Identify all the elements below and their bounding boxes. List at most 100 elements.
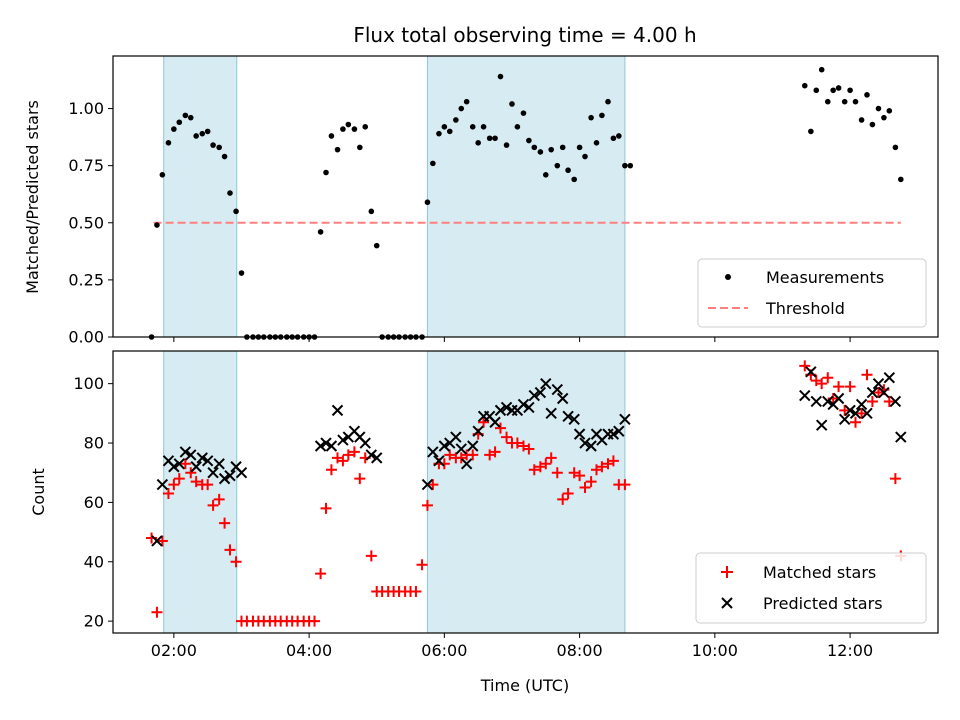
predicted-star-point <box>218 472 231 485</box>
predicted-star-point <box>562 410 574 423</box>
measurement-point <box>565 167 571 174</box>
predicted-star-point <box>421 478 434 491</box>
observing-window-band <box>426 350 626 634</box>
measurement-point <box>458 105 465 112</box>
ratio-panel: 0.00 0.25 0.50 0.75 1.00 Matched/Predicted s… <box>23 55 939 347</box>
measurement-point <box>898 176 904 183</box>
predicted-star-point <box>433 455 445 467</box>
matched-star-point <box>861 369 873 381</box>
predicted-star-point <box>207 466 219 479</box>
predicted-star-point <box>613 425 625 437</box>
matched-star-point <box>833 381 845 393</box>
matched-star-point <box>523 443 535 455</box>
predicted-star-point <box>427 446 439 458</box>
matched-star-point <box>619 479 631 491</box>
matched-star-point <box>489 446 501 458</box>
measurement-point <box>373 242 380 249</box>
matched-star-point <box>551 467 563 479</box>
matched-star-point <box>883 395 895 407</box>
measurement-point <box>599 112 605 119</box>
measurement-point <box>193 133 199 139</box>
measurement-point <box>233 208 239 215</box>
matched-star-point <box>342 449 354 461</box>
measurement-point <box>509 101 515 107</box>
predicted-star-point <box>173 458 185 470</box>
measurement-point <box>357 144 363 151</box>
measurement-point <box>323 169 329 176</box>
matched-legend-label: Matched stars <box>763 563 876 582</box>
y-tick-label: 0.25 <box>68 270 104 289</box>
matched-star-point <box>224 544 236 556</box>
predicted-star-point <box>540 377 552 390</box>
matched-star-point <box>416 559 428 571</box>
predicted-star-point <box>359 437 371 449</box>
predicted-star-point <box>579 437 591 449</box>
matched-star-point <box>320 502 332 514</box>
matched-star-point <box>866 395 878 407</box>
matched-star-point <box>856 407 868 419</box>
measurement-point <box>436 130 442 137</box>
measurement-point <box>801 82 808 89</box>
matched-star-point <box>185 467 197 479</box>
predicted-star-point <box>185 449 197 461</box>
measurement-point <box>526 137 532 144</box>
matched-star-point <box>889 473 901 485</box>
measurement-point <box>497 73 504 80</box>
measurement-point <box>869 121 876 128</box>
predicted-star-point <box>861 407 873 420</box>
count-plot-frame <box>112 350 939 634</box>
measurement-point <box>453 117 459 123</box>
measurement-point <box>340 126 346 132</box>
measurements-legend-marker <box>725 274 731 280</box>
measurement-point <box>171 126 177 132</box>
measurement-point <box>368 208 375 215</box>
predicted-star-point <box>320 437 332 449</box>
predicted-star-point <box>494 404 507 417</box>
predicted-star-point <box>500 401 513 414</box>
predicted-star-point <box>213 458 225 470</box>
measurement-point <box>808 128 814 135</box>
measurement-point <box>537 149 544 155</box>
matched-star-point <box>309 615 321 627</box>
matched-star-point <box>190 476 202 488</box>
matched-star-points <box>146 360 907 627</box>
matched-star-point <box>168 479 180 491</box>
matched-star-point <box>839 404 851 416</box>
measurement-point <box>605 98 611 105</box>
x-tick-label: 08:00 <box>557 641 603 660</box>
observing-window-band <box>426 55 626 338</box>
measurement-point <box>492 135 498 142</box>
predicted-star-point <box>331 404 344 417</box>
measurement-point <box>514 124 521 130</box>
measurement-point <box>610 135 617 142</box>
measurement-point <box>835 85 842 91</box>
measurement-point <box>520 110 527 116</box>
matched-star-point <box>230 556 242 568</box>
matched-star-point <box>315 568 327 580</box>
predicted-star-point <box>196 452 208 464</box>
matched-star-point <box>348 446 360 458</box>
matched-star-point <box>607 455 619 467</box>
measurement-point <box>503 142 510 148</box>
predicted-star-point <box>878 386 890 399</box>
predicted-star-point <box>455 443 467 455</box>
matched-star-point <box>337 455 349 467</box>
y-tick-label: 60 <box>84 493 104 512</box>
ratio-y-axis: 0.00 0.25 0.50 0.75 1.00 <box>68 99 113 347</box>
matched-star-point <box>501 431 513 443</box>
ratio-legend: Measurements Threshold <box>697 258 927 328</box>
matched-star-point <box>179 458 191 470</box>
matched-star-point <box>596 461 608 473</box>
measurement-point <box>841 98 848 105</box>
predicted-star-point <box>895 431 907 443</box>
measurement-point <box>886 108 893 114</box>
count-y-axis: 20 40 60 80 100 <box>73 374 113 631</box>
matched-star-point <box>173 473 185 485</box>
measurement-point <box>238 270 245 276</box>
ratio-plot-frame <box>112 55 939 338</box>
predicted-star-point <box>365 449 378 461</box>
matched-star-point <box>478 416 490 428</box>
measurement-point <box>818 66 825 73</box>
measurement-point <box>548 146 554 153</box>
measurement-point <box>165 140 172 146</box>
